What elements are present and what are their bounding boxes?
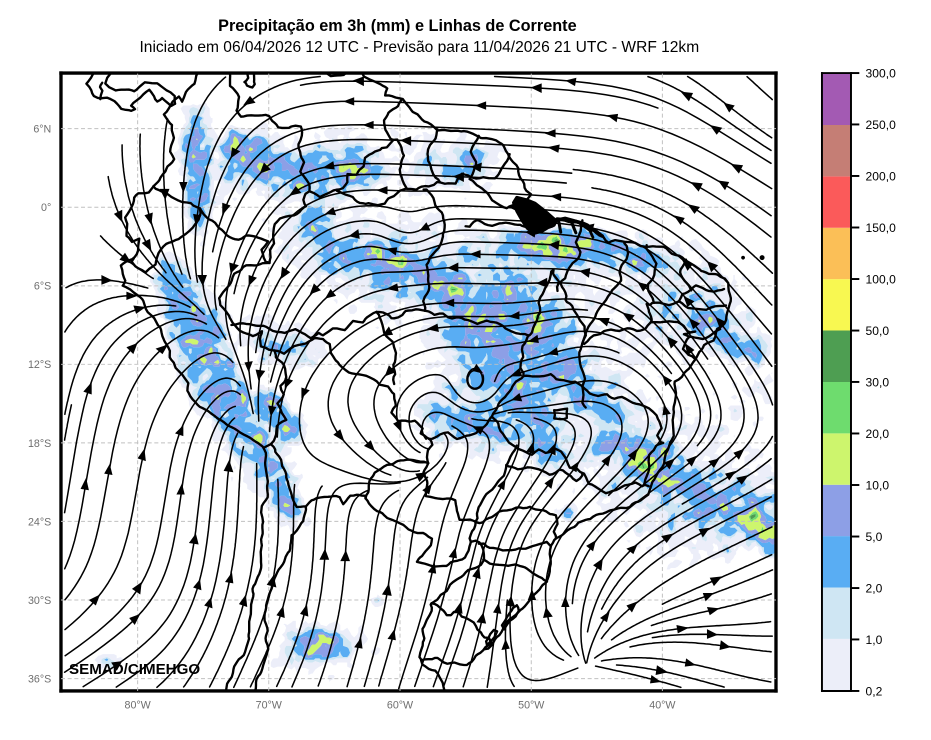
- svg-text:50,0: 50,0: [866, 324, 890, 338]
- svg-text:0°: 0°: [41, 202, 51, 214]
- svg-text:250,0: 250,0: [866, 118, 897, 132]
- svg-text:18°S: 18°S: [28, 438, 51, 450]
- svg-text:80°W: 80°W: [125, 699, 152, 711]
- svg-text:30°S: 30°S: [28, 595, 51, 607]
- svg-text:30,0: 30,0: [866, 375, 890, 389]
- svg-text:5,0: 5,0: [866, 530, 883, 544]
- svg-text:36°S: 36°S: [28, 673, 51, 685]
- svg-text:0,2: 0,2: [866, 684, 883, 698]
- svg-text:SEMAD/CIMEHGO: SEMAD/CIMEHGO: [69, 661, 200, 678]
- svg-text:70°W: 70°W: [256, 699, 283, 711]
- svg-text:50°W: 50°W: [518, 699, 545, 711]
- svg-text:Iniciado em 06/04/2026 12 UTC: Iniciado em 06/04/2026 12 UTC - Previsão…: [139, 39, 699, 56]
- svg-text:24°S: 24°S: [28, 516, 51, 528]
- svg-text:100,0: 100,0: [866, 272, 897, 286]
- svg-text:200,0: 200,0: [866, 169, 897, 183]
- svg-text:300,0: 300,0: [866, 66, 897, 80]
- svg-text:6°N: 6°N: [33, 124, 51, 136]
- svg-text:40°W: 40°W: [649, 699, 676, 711]
- svg-text:60°W: 60°W: [387, 699, 414, 711]
- svg-text:20,0: 20,0: [866, 427, 890, 441]
- svg-text:2,0: 2,0: [866, 581, 883, 595]
- svg-text:10,0: 10,0: [866, 478, 890, 492]
- svg-text:1,0: 1,0: [866, 633, 883, 647]
- svg-text:Precipitação em 3h (mm) e Linh: Precipitação em 3h (mm) e Linhas de Corr…: [218, 17, 577, 35]
- svg-text:150,0: 150,0: [866, 221, 897, 235]
- svg-text:12°S: 12°S: [28, 359, 51, 371]
- svg-text:6°S: 6°S: [34, 281, 51, 293]
